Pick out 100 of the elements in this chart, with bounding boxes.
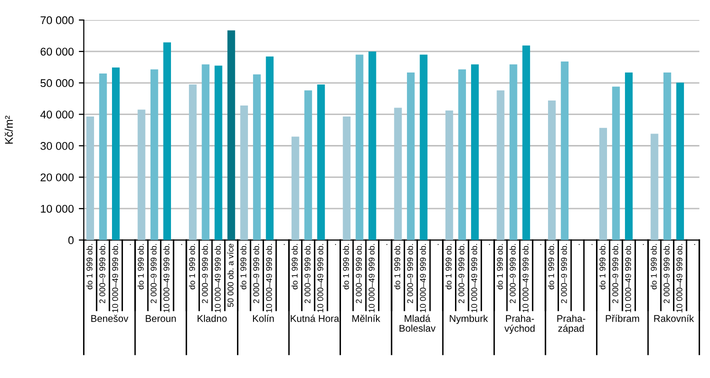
- bar: [253, 74, 261, 240]
- x-tick-label: 10 000–49 999 ob.: [112, 244, 118, 312]
- bar: [471, 64, 479, 240]
- x-tick-label: .: [642, 244, 644, 245]
- bar: [458, 69, 466, 240]
- text: Mladá Boleslav: [400, 314, 436, 332]
- text: Nymburk: [450, 314, 488, 324]
- y-tick-label: 50 000: [40, 79, 74, 88]
- text: Mělník: [352, 314, 380, 322]
- x-tick-label: 2 000–9 999 ob.: [560, 244, 567, 304]
- bar: [676, 82, 684, 240]
- x-tick-label: 10 000–49 999 ob.: [163, 244, 170, 312]
- x-tick-label: 2 000–9 999 ob.: [458, 244, 464, 304]
- x-tick-label: 50 000 ob. a více: [227, 244, 234, 307]
- x-tick-label: 2 000–9 999 ob.: [406, 244, 414, 304]
- bar: [406, 72, 415, 240]
- bar: [394, 108, 402, 240]
- x-tick-label: 10 000–49 999 ob.: [266, 244, 272, 312]
- text: Benešov: [91, 314, 128, 322]
- x-tick-label: .: [578, 244, 580, 245]
- bar: [548, 100, 556, 240]
- bar: [368, 51, 376, 240]
- bar: [304, 90, 312, 240]
- x-tick-label: .: [386, 244, 388, 245]
- bar: [112, 67, 120, 240]
- x-tick-label: .: [438, 244, 439, 245]
- x-tick-label: .: [181, 244, 182, 245]
- x-tick-label: do 1 999 ob.: [548, 244, 554, 290]
- text: Beroun: [146, 315, 176, 322]
- x-tick-label: do 1 999 ob.: [650, 244, 657, 290]
- x-tick-label: 2 000–9 999 ob.: [356, 244, 362, 304]
- x-tick-label: 10 000–49 999 ob.: [522, 244, 528, 312]
- bar: [496, 90, 504, 240]
- y-tick-label: 0: [68, 236, 74, 244]
- text: Kolín: [253, 314, 274, 322]
- bar: [599, 128, 608, 240]
- x-tick-label: do 1 999 ob.: [394, 244, 400, 290]
- x-tick-label: 2 000–9 999 ob.: [253, 244, 260, 304]
- bar: [624, 72, 633, 240]
- bar: [188, 84, 197, 240]
- x-tick-label: 2 000–9 999 ob.: [510, 244, 516, 304]
- x-tick-label: .: [694, 244, 696, 245]
- x-tick-label: do 1 999 ob.: [599, 244, 606, 290]
- x-tick-label: 2 000–9 999 ob.: [304, 244, 310, 304]
- x-tick-label: .: [489, 244, 490, 245]
- x-tick-label: do 1 999 ob.: [188, 244, 196, 290]
- y-tick-label: 70 000: [40, 16, 74, 24]
- x-tick-label: do 1 999 ob.: [445, 244, 452, 290]
- bar: [214, 66, 222, 240]
- x-tick-label: .: [335, 244, 336, 245]
- text: Kutná Hora: [290, 314, 340, 322]
- y-tick-label: 60 000: [40, 48, 74, 56]
- text: Praha- východ: [504, 314, 535, 334]
- text: Rakovník: [654, 314, 694, 322]
- text: Příbram: [606, 314, 640, 322]
- bar: [138, 110, 146, 240]
- x-tick-label: do 1 999 ob.: [292, 244, 298, 290]
- bar: [240, 106, 248, 240]
- bar: [292, 136, 300, 240]
- bar: [266, 56, 274, 240]
- y-tick-label: 20 000: [40, 173, 74, 182]
- x-tick-label: 10 000–49 999 ob.: [214, 244, 221, 312]
- x-tick-label: 10 000–49 999 ob.: [624, 244, 632, 312]
- x-tick-label: 10 000–49 999 ob.: [471, 244, 478, 312]
- bar: [522, 45, 530, 240]
- x-tick-label: 10 000–49 999 ob.: [676, 244, 682, 312]
- y-tick-label: 40 000: [40, 110, 74, 118]
- bar: [227, 30, 236, 240]
- x-tick-label: .: [540, 244, 542, 245]
- bar: [356, 54, 364, 240]
- bar: [86, 116, 94, 240]
- bar: [202, 64, 210, 240]
- bar: [99, 73, 107, 240]
- bar: [663, 72, 672, 240]
- bar: [612, 86, 620, 240]
- y-tick-label: 30 000: [40, 142, 74, 150]
- x-tick-label: 2 000–9 999 ob.: [99, 244, 106, 304]
- bar: [150, 69, 158, 240]
- bar: [510, 64, 518, 240]
- text: Kladno: [198, 314, 227, 322]
- bar: [317, 84, 325, 240]
- x-tick-label: 10 000–49 999 ob.: [368, 244, 375, 312]
- x-tick-label: .: [284, 244, 285, 245]
- x-tick-label: do 1 999 ob.: [138, 244, 144, 290]
- bar: [445, 110, 454, 240]
- bar: [560, 62, 569, 240]
- bar: [342, 116, 351, 240]
- x-tick-label: do 1 999 ob.: [86, 244, 92, 290]
- y-tick-label: 10 000: [40, 204, 74, 213]
- x-tick-label: do 1 999 ob.: [240, 244, 246, 290]
- x-tick-label: do 1 999 ob.: [342, 244, 349, 290]
- text: Praha- západ: [557, 314, 586, 334]
- x-tick-label: 2 000–9 999 ob.: [202, 244, 208, 304]
- x-tick-label: 10 000–49 999 ob.: [420, 244, 426, 312]
- x-tick-label: 10 000–49 999 ob.: [317, 244, 324, 312]
- bar: [420, 54, 428, 240]
- x-tick-label: .: [130, 244, 131, 245]
- x-tick-label: 2 000–9 999 ob.: [612, 244, 618, 304]
- x-tick-label: 2 000–9 999 ob.: [150, 244, 157, 304]
- bar: [163, 42, 171, 240]
